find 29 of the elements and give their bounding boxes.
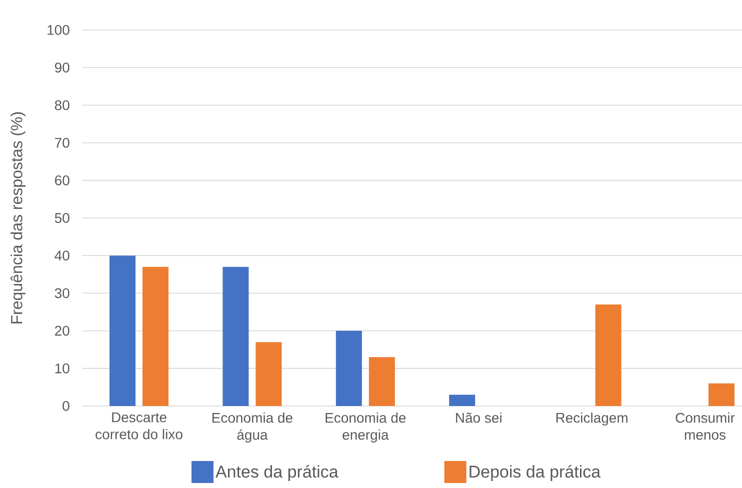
y-tick-label: 60: [55, 175, 70, 186]
y-axis-title: Frequência das respostas (%): [10, 112, 26, 324]
y-tick-label: 20: [55, 326, 70, 336]
bar: [110, 256, 136, 406]
legend-label: Antes da prática: [216, 464, 338, 482]
bar: [368, 357, 395, 406]
x-tick-label: Consumir menos: [676, 412, 735, 440]
y-tick-label: 0: [62, 401, 70, 411]
y-tick-label: 90: [54, 62, 70, 73]
y-tick-label: 70: [55, 138, 70, 148]
y-tick-label: 30: [54, 288, 70, 298]
y-tick-label: 10: [55, 363, 70, 374]
bar: [449, 394, 476, 406]
y-tick-label: 40: [54, 250, 70, 261]
y-tick-label: 50: [54, 213, 70, 223]
bar: [595, 304, 622, 406]
bar: [222, 266, 249, 406]
bar: [336, 330, 362, 406]
x-tick-label: Economia de energia: [326, 412, 406, 443]
bar: [142, 266, 169, 406]
x-tick-label: Descarte correto do lixo: [96, 412, 182, 440]
x-tick-label: Não sei: [456, 412, 502, 423]
bar: [708, 383, 735, 406]
y-tick-label: 80: [54, 100, 70, 110]
x-tick-label: Reciclagem: [556, 412, 628, 426]
bar: [256, 342, 282, 406]
legend-label: Depois da prática: [470, 464, 601, 482]
y-tick-label: 100: [48, 25, 70, 35]
x-tick-label: Economia de água: [212, 412, 292, 443]
